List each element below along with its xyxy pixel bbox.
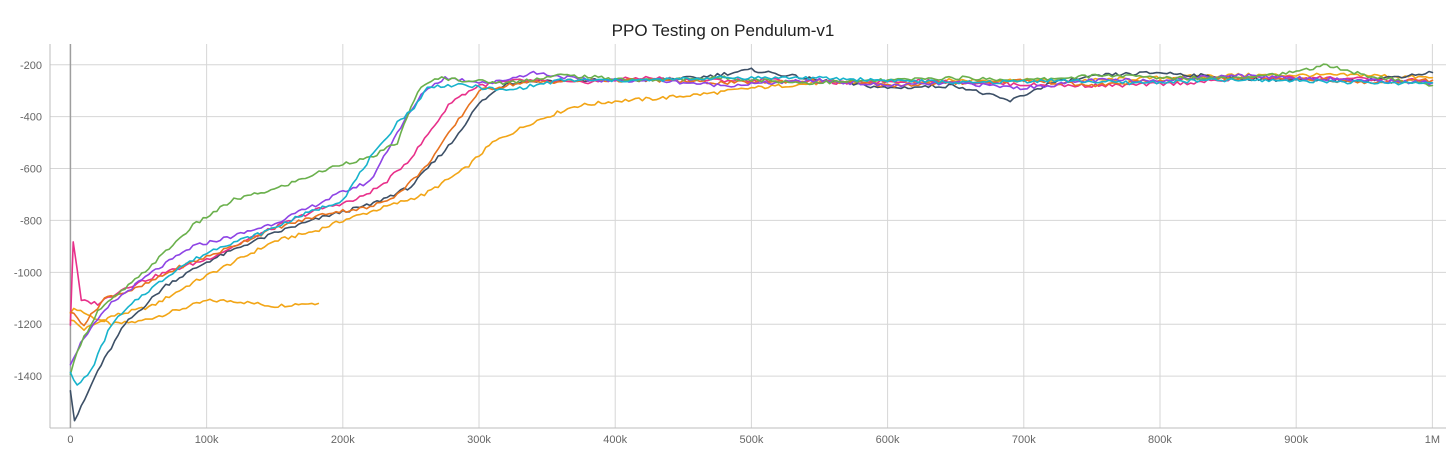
x-tick-label: 900k (1284, 434, 1308, 446)
y-tick-label: -200 (20, 60, 42, 72)
series-line-7 (69, 75, 1434, 386)
x-tick-label: 200k (331, 434, 355, 446)
x-tick-label: 100k (195, 434, 219, 446)
series-group (69, 63, 1434, 422)
x-tick-label: 700k (1012, 434, 1036, 446)
series-line-6 (69, 63, 1434, 376)
x-tick-label: 1M (1425, 434, 1440, 446)
chart-title: PPO Testing on Pendulum-v1 (611, 21, 835, 40)
y-tick-label: -800 (20, 215, 42, 227)
series-line-0 (69, 298, 320, 327)
gridlines (50, 44, 1446, 428)
y-tick-label: -1000 (14, 267, 42, 279)
y-tick-label: -600 (20, 164, 42, 176)
x-tick-label: 600k (876, 434, 900, 446)
y-tick-label: -1200 (14, 319, 42, 331)
x-tick-label: 400k (603, 434, 627, 446)
x-tick-label: 0 (67, 434, 73, 446)
y-tick-label: -400 (20, 112, 42, 124)
x-axis: 0 100k 200k 300k 400k 500k 600k 700k 800k 900k 1M (67, 434, 1440, 446)
x-tick-label: 800k (1148, 434, 1172, 446)
series-line-5 (69, 70, 1434, 366)
x-tick-label: 500k (739, 434, 763, 446)
x-tick-label: 300k (467, 434, 491, 446)
y-axis: -200 -400 -600 -800 -1000 -1200 -1400 (14, 60, 42, 383)
y-tick-label: -1400 (14, 371, 42, 383)
